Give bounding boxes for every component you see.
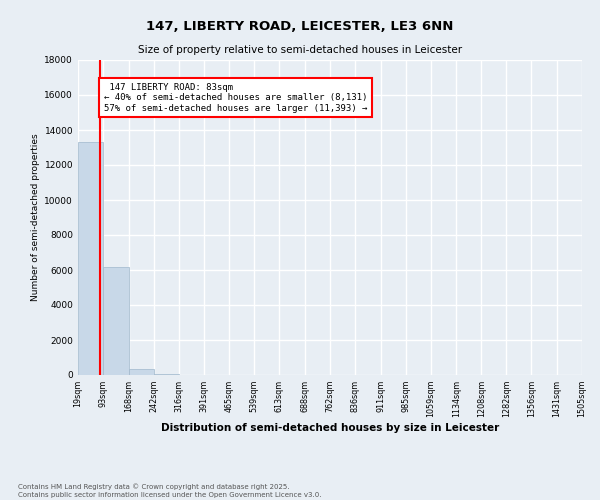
Text: 147 LIBERTY ROAD: 83sqm
← 40% of semi-detached houses are smaller (8,131)
57% of: 147 LIBERTY ROAD: 83sqm ← 40% of semi-de… [104,82,367,112]
Bar [154,374,179,375]
X-axis label: Distribution of semi-detached houses by size in Leicester: Distribution of semi-detached houses by … [161,423,499,433]
Bar [128,369,154,375]
Bar [103,266,128,375]
Text: Size of property relative to semi-detached houses in Leicester: Size of property relative to semi-detach… [138,45,462,55]
Text: 147, LIBERTY ROAD, LEICESTER, LE3 6NN: 147, LIBERTY ROAD, LEICESTER, LE3 6NN [146,20,454,33]
Y-axis label: Number of semi-detached properties: Number of semi-detached properties [31,134,40,302]
Text: Contains HM Land Registry data © Crown copyright and database right 2025.
Contai: Contains HM Land Registry data © Crown c… [18,484,322,498]
Bar [78,142,103,375]
